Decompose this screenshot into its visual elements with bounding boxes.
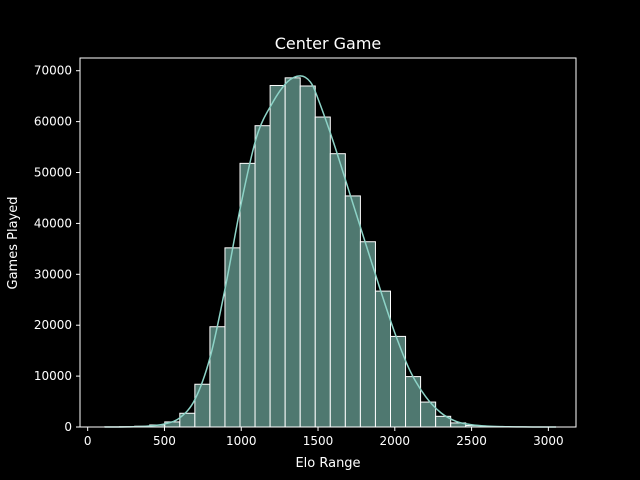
- histogram-bar: [314, 116, 331, 428]
- x-tick-label: 2000: [380, 434, 411, 448]
- x-tick-label: 2500: [456, 434, 487, 448]
- x-tick-label: 500: [153, 434, 176, 448]
- plot-frame: [79, 57, 577, 428]
- histogram-bar: [284, 77, 301, 428]
- x-axis-ticks: 0 500 1000 1500 2000 2500 3000: [84, 427, 564, 448]
- y-tick-label: 50000: [34, 166, 72, 180]
- histogram-bar: [405, 376, 422, 428]
- histogram-bar: [269, 84, 286, 428]
- x-tick-label: 3000: [533, 434, 564, 448]
- histogram-bar: [299, 85, 316, 428]
- histogram-bar: [194, 383, 211, 428]
- y-tick-label: 20000: [34, 318, 72, 332]
- y-tick-label: 40000: [34, 216, 72, 230]
- y-tick-label: 30000: [34, 267, 72, 281]
- kde-line: [104, 75, 557, 428]
- y-tick-label: 70000: [34, 64, 72, 78]
- histogram-bar: [389, 335, 407, 428]
- histogram-bar: [344, 195, 361, 428]
- y-tick-label: 10000: [34, 369, 72, 383]
- histogram-bar: [329, 153, 346, 428]
- chart-title: Center Game: [275, 34, 382, 53]
- y-tick-label: 0: [64, 420, 72, 434]
- y-axis-ticks: 0 10000 20000 30000 40000 50000 60000 70000: [34, 64, 80, 434]
- x-tick-label: 0: [84, 434, 92, 448]
- x-tick-label: 1500: [303, 434, 334, 448]
- x-tick-label: 1000: [226, 434, 257, 448]
- histogram-bar: [374, 290, 391, 428]
- histogram-bar: [209, 326, 226, 428]
- y-axis-label: Games Played: [6, 197, 21, 290]
- y-tick-label: 60000: [34, 115, 72, 129]
- x-axis-label: Elo Range: [295, 456, 360, 471]
- kde-layer: [104, 75, 557, 428]
- histogram-bar: [254, 125, 271, 428]
- histogram-bar: [239, 162, 256, 428]
- bars-layer: [104, 77, 557, 428]
